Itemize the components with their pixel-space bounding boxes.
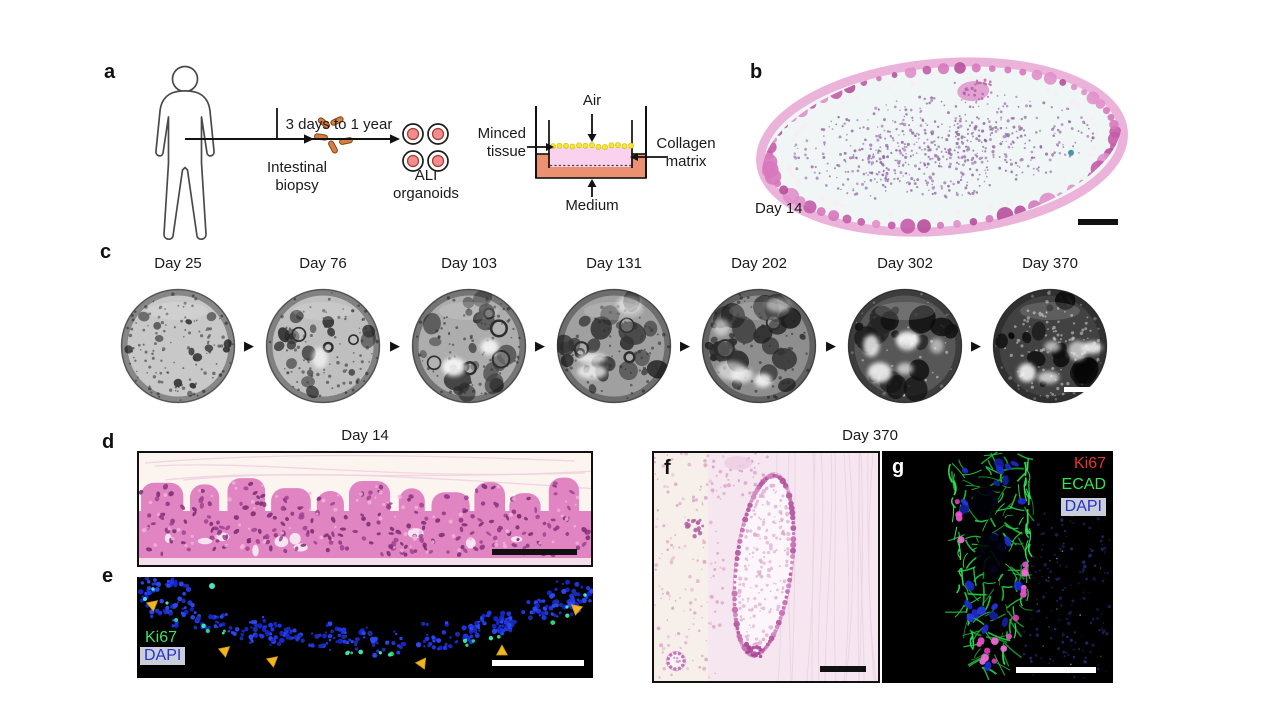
dapi-marker-label: DAPI <box>140 647 186 665</box>
ali-organoids-label: ALI organoids <box>393 167 459 203</box>
scale-bar <box>492 660 584 666</box>
panel-d-label: d <box>102 431 115 453</box>
panel-c-label: c <box>100 241 112 263</box>
culture-well-image <box>556 288 672 404</box>
panel-g-fluorescence-image <box>882 451 1113 683</box>
arrow-right-icon: ▶ <box>244 338 254 353</box>
culture-well-image <box>992 288 1108 404</box>
human-figure-icon <box>155 65 215 240</box>
ki67-marker-label: Ki67 <box>1073 455 1106 472</box>
minced-tissue-arrow-icon <box>527 143 554 151</box>
timeline-arrow-icon <box>276 108 400 144</box>
minced-tissue-label: Minced tissue <box>477 125 526 161</box>
arrow-right-icon: ▶ <box>971 338 981 353</box>
arrow-right-icon: ▶ <box>390 338 400 353</box>
panel-b-label: b <box>750 61 763 83</box>
panel-d-title: Day 14 <box>341 427 389 444</box>
panel-f-histology-image <box>652 451 880 683</box>
arrow-right-icon: ▶ <box>680 338 690 353</box>
ecad-marker-label: ECAD <box>1061 476 1106 493</box>
well-day-label: Day 76 <box>299 255 347 272</box>
culture-dish-diagram <box>527 106 668 197</box>
ali-organoids-icon <box>402 123 449 172</box>
panel-g-label: g <box>892 456 905 478</box>
collagen-arrow-icon <box>630 153 668 161</box>
panel-fg-title: Day 370 <box>842 427 898 444</box>
collagen-matrix-label: Collagen matrix <box>656 135 716 171</box>
panel-f-label: f <box>664 457 671 479</box>
culture-well-image <box>701 288 817 404</box>
scale-bar <box>1064 387 1094 392</box>
panel-b-day-label: Day 14 <box>755 200 803 217</box>
air-arrow-icon <box>587 114 597 142</box>
well-day-label: Day 25 <box>154 255 202 272</box>
scale-bar <box>820 666 866 672</box>
medium-arrow-icon <box>587 179 597 197</box>
air-label: Air <box>582 92 602 109</box>
timeline-label: 3 days to 1 year <box>285 116 393 133</box>
medium-label: Medium <box>565 197 619 214</box>
intestinal-biopsy-label: Intestinal biopsy <box>266 159 328 195</box>
culture-well-image <box>120 288 236 404</box>
scale-bar <box>1078 219 1118 225</box>
panel-e-label: e <box>102 565 114 587</box>
scale-bar <box>492 549 577 555</box>
well-day-label: Day 103 <box>441 255 497 272</box>
dapi-marker-label: DAPI <box>1000 498 1106 516</box>
panel-a-label: a <box>104 61 116 83</box>
well-day-label: Day 131 <box>586 255 642 272</box>
culture-well-image <box>847 288 963 404</box>
panel-b-histology-image <box>756 57 1128 237</box>
culture-well-image <box>265 288 381 404</box>
arrow-right-icon: ▶ <box>826 338 836 353</box>
culture-well-image <box>411 288 527 404</box>
panel-a-schematic <box>155 65 668 240</box>
arrow-right-icon: ▶ <box>535 338 545 353</box>
well-day-label: Day 202 <box>731 255 787 272</box>
well-day-label: Day 302 <box>877 255 933 272</box>
scale-bar <box>1016 667 1096 673</box>
ki67-marker-label: Ki67 <box>145 629 178 646</box>
well-day-label: Day 370 <box>1022 255 1078 272</box>
